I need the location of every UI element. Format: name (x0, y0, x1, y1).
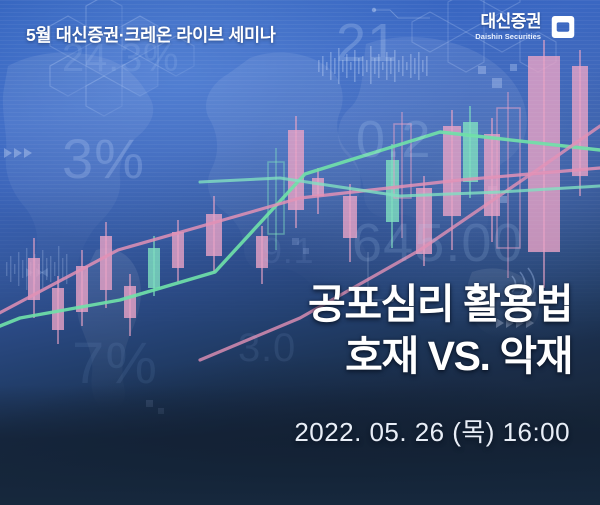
watermark-645-00: 645.00 (352, 213, 524, 273)
watermark-0-2: 0.2 (356, 111, 432, 169)
poster-title-line-1: 공포심리 활용법 (308, 281, 573, 327)
watermark-21: 21 (336, 13, 399, 73)
brand-wordmark: 대신증권 Daishin Securities (475, 13, 541, 41)
brand-name-korean: 대신증권 (480, 12, 541, 32)
seminar-kicker-text: 5월 대신증권·크레온 라이브 세미나 (26, 25, 276, 45)
bottom-gradient-fade (0, 385, 600, 505)
daishin-d-mark-icon (551, 16, 575, 38)
watermark-24-3-percent: 24.3% (62, 36, 180, 80)
brand-name-english: Daishin Securities (475, 32, 541, 42)
event-datetime: 2022. 05. 26 (목) 16:00 (294, 417, 570, 447)
poster-title-block: 공포심리 활용법 호재 VS. 악재 (308, 278, 573, 382)
poster-title-line-2: 호재 VS. 악재 (345, 333, 573, 380)
watermark-9-1: 9.1 (262, 230, 315, 271)
daishin-securities-logo: 대신증권 Daishin Securities (475, 12, 578, 42)
watermark-3-percent: 3% (62, 127, 146, 190)
watermark-3-0: 3.0 (238, 326, 297, 370)
